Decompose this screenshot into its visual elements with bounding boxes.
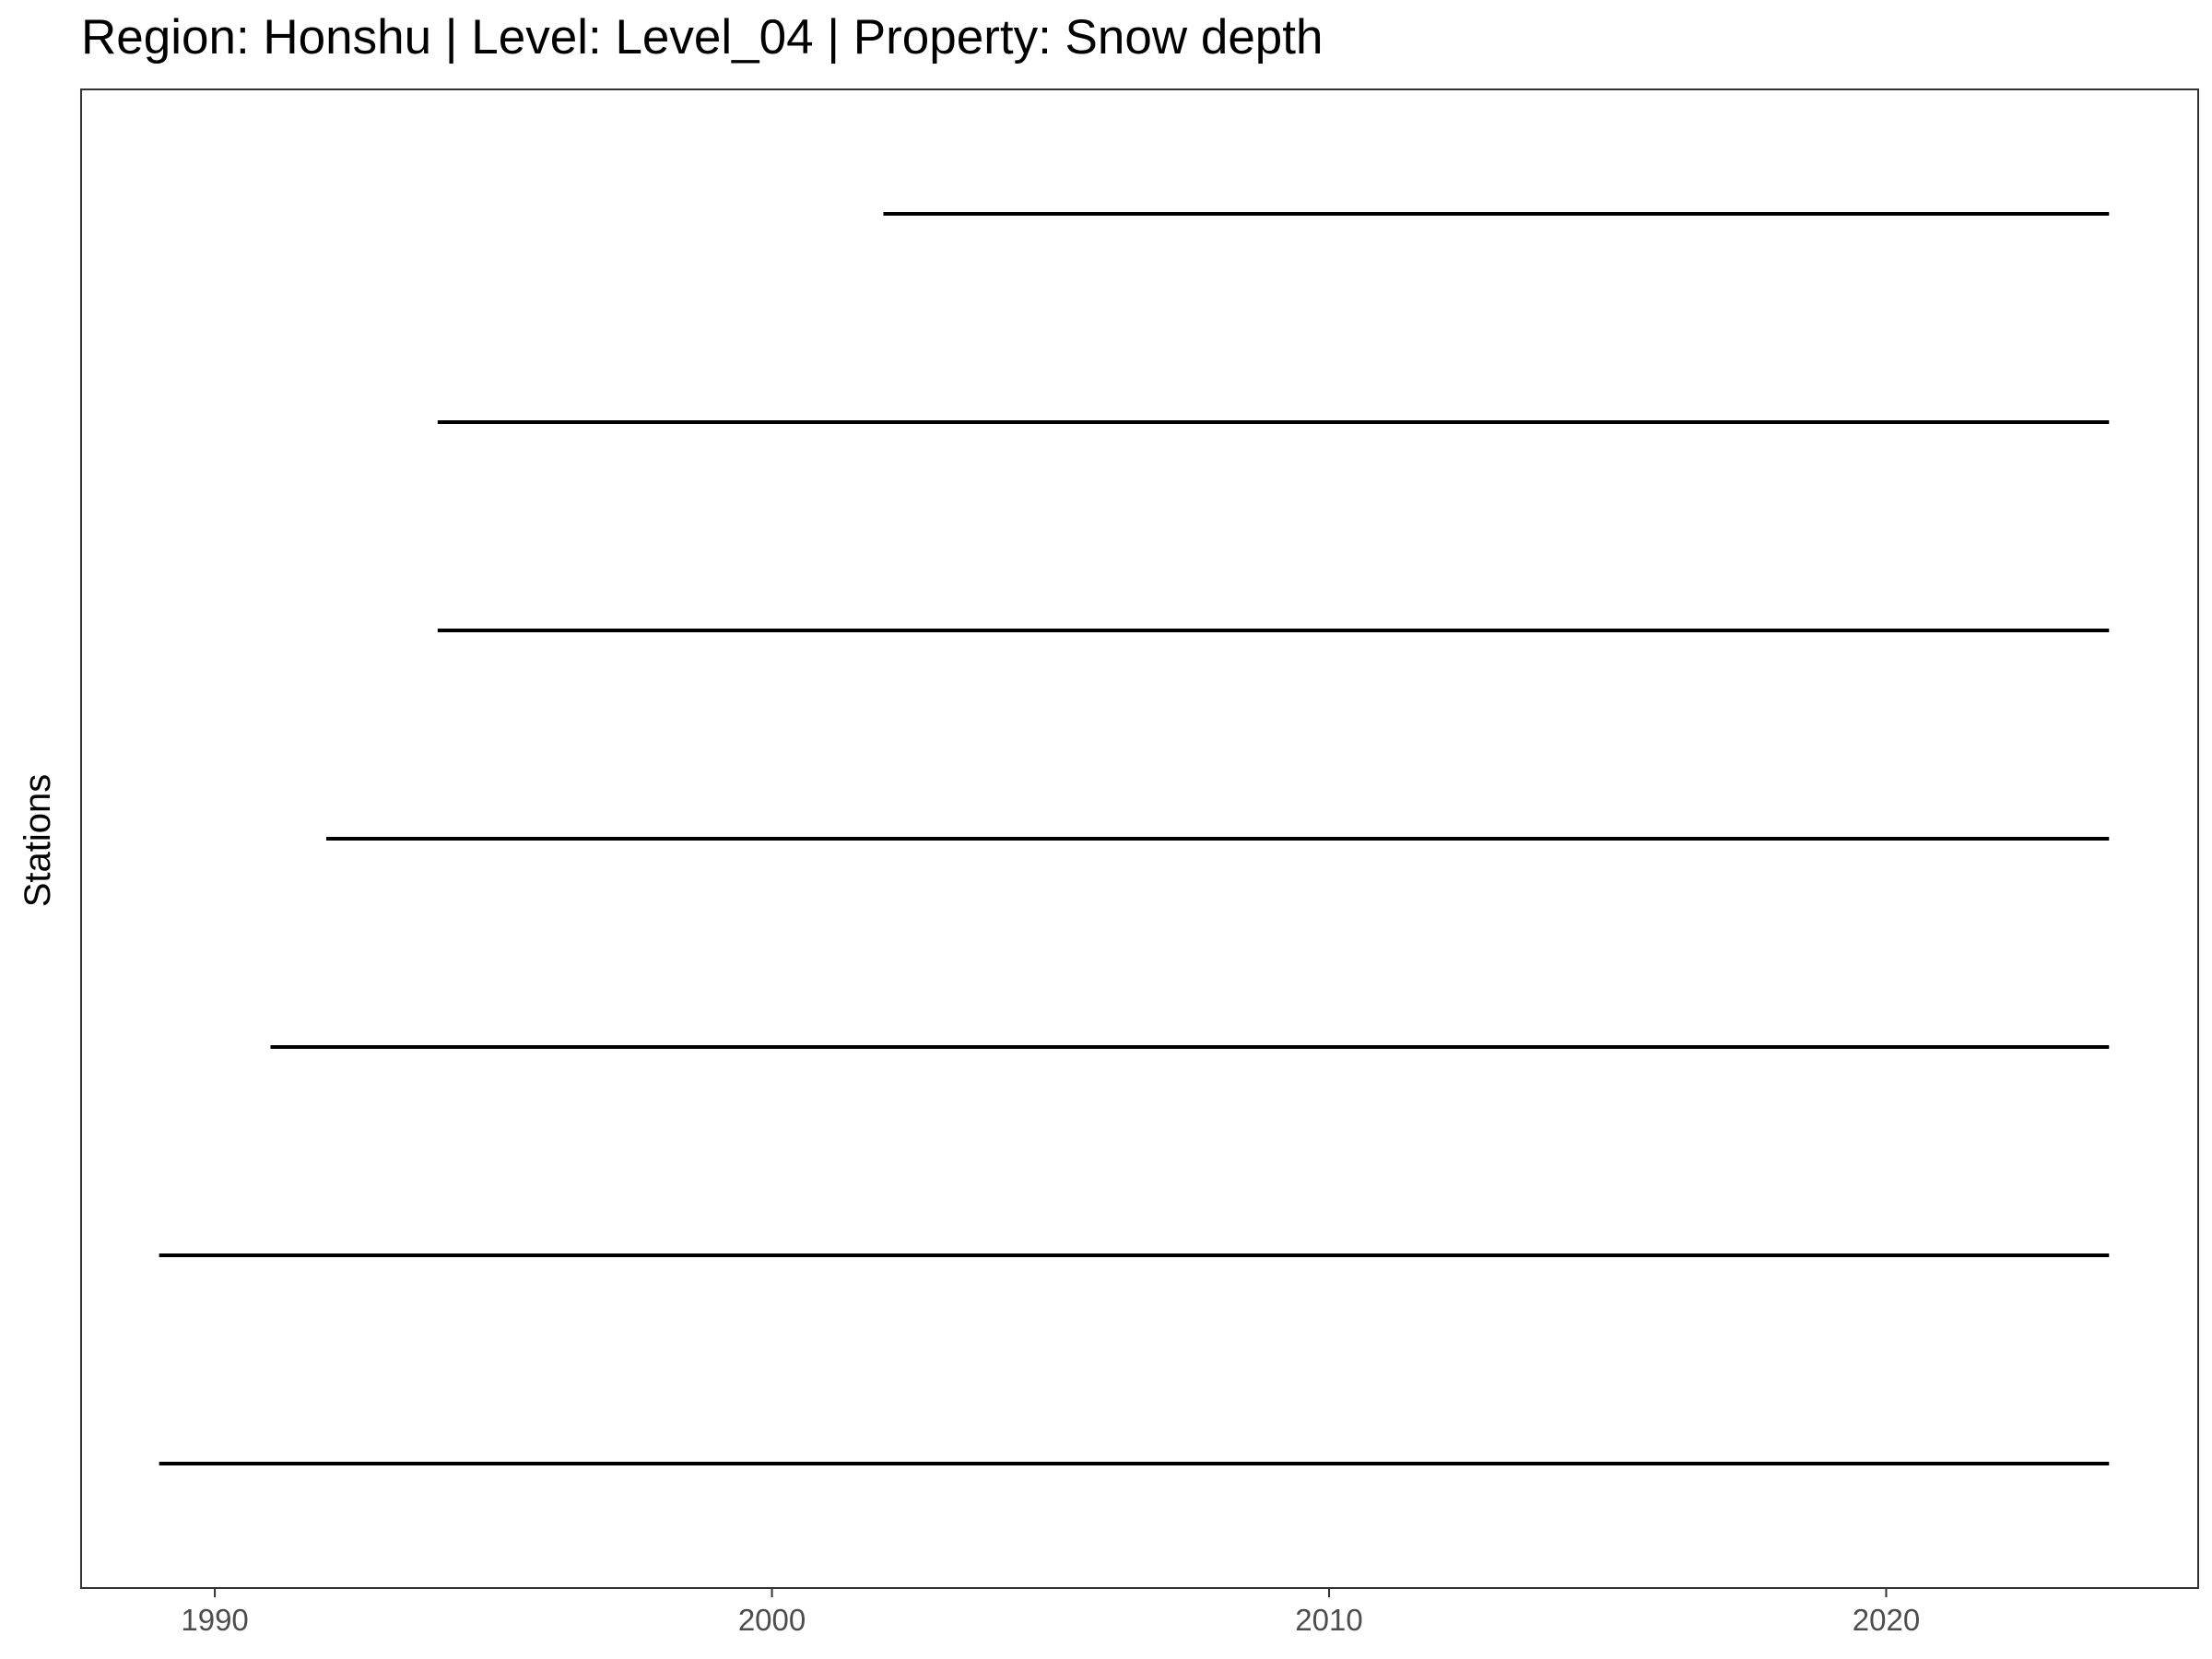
- x-axis: 1990 2000 2010 2020: [181, 1588, 1920, 1637]
- x-tick-label-2020: 2020: [1853, 1603, 1920, 1637]
- x-tick-label-1990: 1990: [181, 1603, 248, 1637]
- y-axis-label: Stations: [18, 774, 58, 908]
- chart-title: Region: Honshu | Level: Level_04 | Prope…: [81, 10, 1324, 65]
- x-tick-label-2010: 2010: [1295, 1603, 1362, 1637]
- x-tick-label-2000: 2000: [738, 1603, 806, 1637]
- segments-layer: [159, 212, 2110, 1465]
